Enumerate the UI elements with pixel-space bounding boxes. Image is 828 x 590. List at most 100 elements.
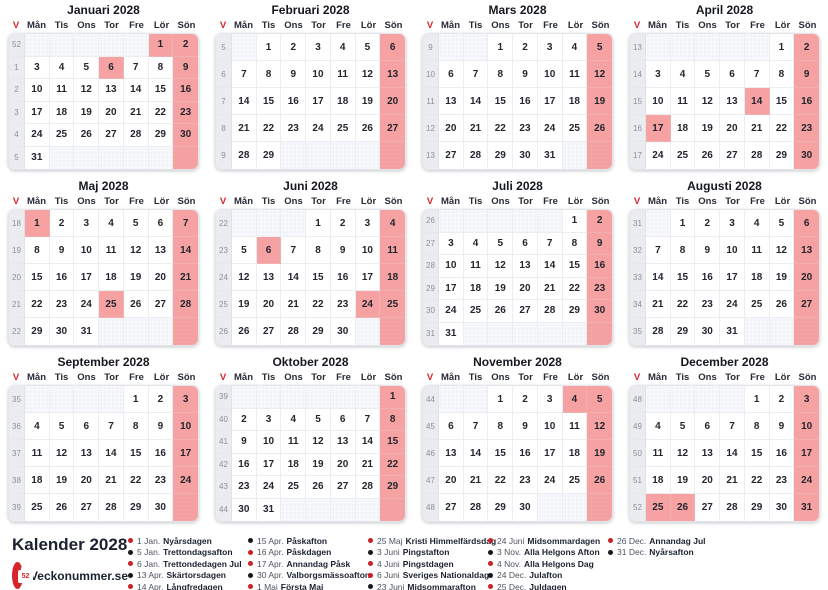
week-row: 38 18 19 20 21 22 23 24 <box>9 467 198 494</box>
day-cell: 24 <box>25 124 50 147</box>
empty-cell <box>744 318 770 345</box>
day-cell: 11 <box>670 88 696 115</box>
weekday-header: Lör <box>774 195 791 207</box>
day-cell: 30 <box>513 494 538 521</box>
month-title: Juli 2028 <box>492 179 543 193</box>
weekday-header: Tor <box>725 195 740 207</box>
weekday-header: Fre <box>543 371 558 383</box>
legend-holiday-name: Sveriges Nationaldag <box>402 570 490 581</box>
week-number: 31 <box>423 322 439 345</box>
day-cell: 7 <box>744 61 770 88</box>
legend-holiday-name: Påskdagen <box>286 547 332 558</box>
week-row: 27 3 4 5 6 7 8 9 <box>423 232 612 255</box>
day-cell: 10 <box>439 255 464 278</box>
legend-date: 6 Juni <box>377 570 400 581</box>
day-cell: 6 <box>380 34 405 61</box>
day-cell: 21 <box>720 467 745 494</box>
day-cell: 15 <box>380 431 405 454</box>
month-title: Augusti 2028 <box>687 179 762 193</box>
day-cell: 13 <box>99 79 124 102</box>
week-number: 23 <box>216 237 232 264</box>
week-row: 39 1 <box>216 386 405 409</box>
day-cell: 13 <box>794 237 819 264</box>
day-cell: 31 <box>25 146 50 169</box>
day-cell: 2 <box>513 386 538 413</box>
day-cell: 26 <box>769 291 795 318</box>
day-cell: 14 <box>355 431 381 454</box>
week-column-header: V <box>633 371 641 383</box>
day-cell: 21 <box>173 264 198 291</box>
weekday-header: Mån <box>441 19 460 31</box>
legend-date: 6 Jan. <box>137 558 161 569</box>
week-number: 26 <box>423 210 439 233</box>
empty-cell <box>513 322 538 345</box>
empty-cell <box>74 386 100 413</box>
day-cell: 18 <box>562 88 588 115</box>
legend-holiday-name: Pingstafton <box>402 547 450 558</box>
day-cell: 12 <box>232 264 257 291</box>
day-cell: 28 <box>463 142 489 169</box>
day-cell: 23 <box>281 115 307 142</box>
weekday-header-row: V Mån Tis Ons Tor Fre Lör Sön <box>8 370 199 384</box>
month-title: April 2028 <box>695 3 754 17</box>
week-number: 13 <box>423 142 439 169</box>
day-cell: 23 <box>513 115 538 142</box>
day-cell: 9 <box>148 413 174 440</box>
weekday-header: Lör <box>360 371 377 383</box>
day-cell: 1 <box>769 34 795 61</box>
day-cell: 19 <box>74 101 100 124</box>
week-number: 36 <box>9 413 25 440</box>
week-row: 25 19 20 21 22 23 24 25 <box>216 291 405 318</box>
day-cell: 28 <box>123 124 149 147</box>
day-cell: 22 <box>744 467 770 494</box>
week-row: 33 14 15 16 17 18 19 20 <box>630 264 819 291</box>
weekday-header: Ons <box>491 195 510 207</box>
week-number: 42 <box>216 453 232 476</box>
day-cell: 1 <box>744 386 770 413</box>
empty-cell <box>99 318 124 345</box>
red-dot-icon <box>128 561 133 567</box>
day-cell: 27 <box>720 142 745 169</box>
red-dot-icon <box>488 538 493 544</box>
day-cell: 16 <box>769 440 795 467</box>
day-cell: 18 <box>99 264 124 291</box>
day-cell: 8 <box>123 413 149 440</box>
day-cell: 14 <box>537 255 563 278</box>
month-title: Januari 2028 <box>67 3 140 17</box>
week-row: 35 28 29 30 31 <box>630 318 819 345</box>
week-row: 21 22 23 24 25 26 27 28 <box>9 291 198 318</box>
weekday-header: Ons <box>698 19 717 31</box>
day-cell: 29 <box>562 300 588 323</box>
day-cell: 2 <box>330 210 356 237</box>
day-cell: 22 <box>562 277 588 300</box>
month-december: December 2028 V Mån Tis Ons Tor Fre Lör Sön 48 1 2 3… <box>621 352 828 528</box>
day-cell: 25 <box>562 115 588 142</box>
day-cell: 25 <box>670 142 696 169</box>
day-cell: 5 <box>670 413 696 440</box>
legend-item: 24 Dec. Julafton <box>488 570 608 582</box>
legend-column: 1 Jan. Nyårsdagen 5 Jan. Trettondagsafton 6 … <box>128 535 248 590</box>
red-dot-icon <box>128 538 133 544</box>
day-cell: 27 <box>380 115 405 142</box>
day-cell: 18 <box>25 467 50 494</box>
day-cell: 29 <box>380 476 405 499</box>
day-cell: 2 <box>232 408 257 431</box>
week-row: 44 1 2 3 4 5 <box>423 386 612 413</box>
day-cell: 1 <box>380 386 405 409</box>
day-cell: 25 <box>25 494 50 521</box>
veckonummer-link[interactable]: 52 Veckonummer.se <box>12 562 128 589</box>
day-cell: 31 <box>74 318 100 345</box>
day-cell: 23 <box>173 101 198 124</box>
legend-item: 6 Jan. Trettondedagen Jul <box>128 558 248 570</box>
day-cell: 8 <box>148 56 174 79</box>
day-cell: 5 <box>74 56 100 79</box>
empty-cell <box>355 318 381 345</box>
day-cell: 28 <box>720 494 745 521</box>
legend-holiday-name: Påskafton <box>286 535 328 546</box>
day-cell: 4 <box>380 210 405 237</box>
black-dot-icon <box>248 572 253 578</box>
day-cell: 27 <box>439 494 464 521</box>
day-cell: 13 <box>148 237 174 264</box>
day-cell: 24 <box>646 142 671 169</box>
empty-cell <box>330 498 356 521</box>
